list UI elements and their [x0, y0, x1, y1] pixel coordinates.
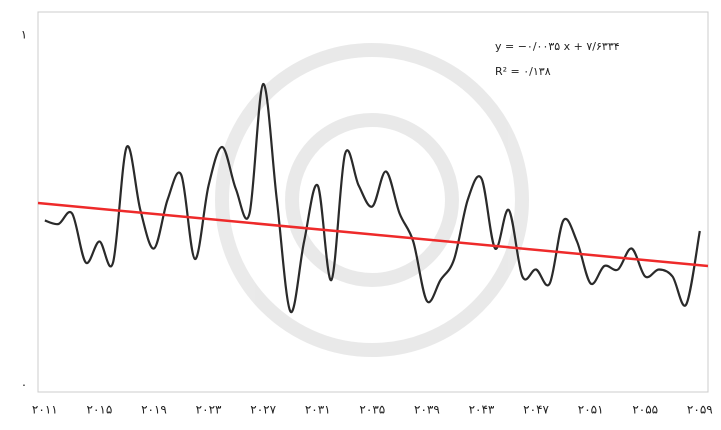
x-tick-label: ۲۰۵۱ [578, 403, 604, 417]
x-tick-label: ۲۰۲۷ [250, 403, 276, 417]
x-tick-label: ۲۰۵۵ [632, 403, 658, 417]
x-tick-label: ۲۰۱۹ [141, 403, 167, 417]
x-tick-label: ۲۰۳۵ [359, 403, 385, 417]
x-tick-label: ۲۰۴۳ [469, 403, 495, 417]
y-tick-label: ۱ [21, 28, 27, 42]
data-line [44, 82, 701, 313]
trend-line [37, 201, 709, 268]
y-tick-label: ۰ [21, 378, 27, 392]
plot-frame [37, 11, 709, 393]
x-tick-label: ۲۰۲۳ [196, 403, 222, 417]
watermark [215, 43, 529, 357]
x-tick-label: ۲۰۳۱ [305, 403, 331, 417]
x-tick-label: ۲۰۱۵ [87, 403, 113, 417]
equation: y = −۰/۰۰۳۵ x + ۷/۶۳۳۴ [495, 40, 620, 53]
x-tick-label: ۲۰۱۱ [32, 403, 58, 417]
r-squared: R² = ۰/۱۳۸ [495, 65, 551, 78]
x-tick-label: ۲۰۴۷ [523, 403, 549, 417]
x-tick-label: ۲۰۵۹ [687, 403, 713, 417]
x-tick-label: ۲۰۳۹ [414, 403, 440, 417]
